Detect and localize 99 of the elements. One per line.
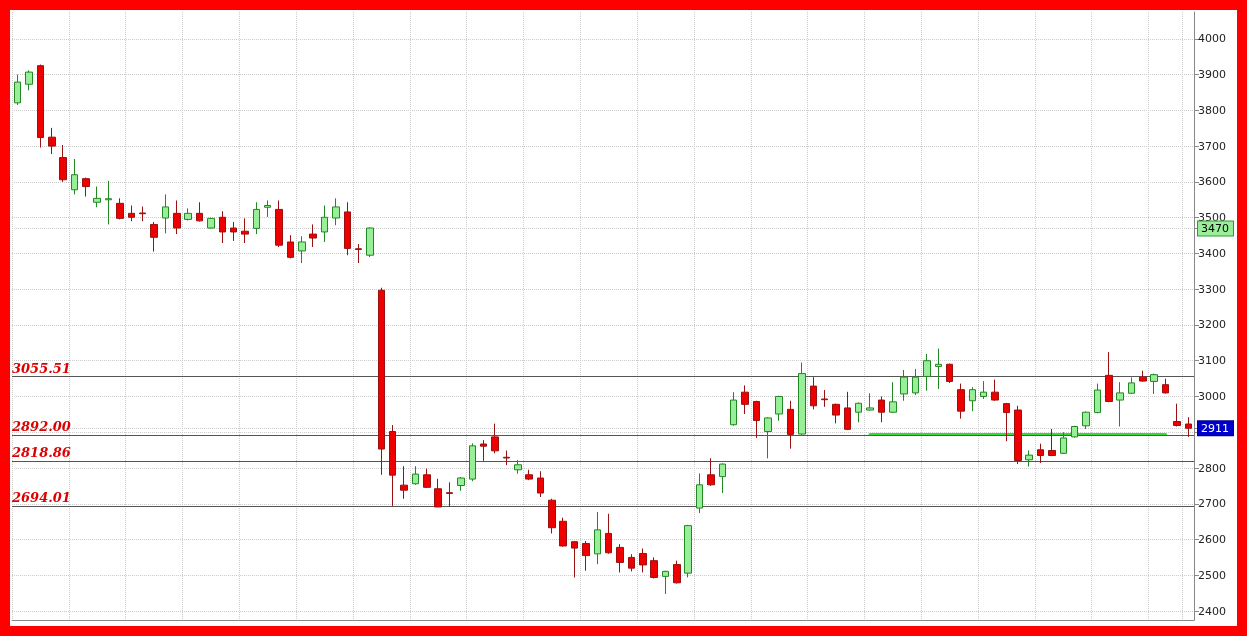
candlestick xyxy=(469,442,476,482)
candlestick xyxy=(616,543,624,573)
candlestick xyxy=(264,199,271,218)
y-tick-label: 3400 xyxy=(1198,246,1227,260)
candlestick xyxy=(480,439,487,462)
ref-line-label: 3055.51 xyxy=(12,360,71,376)
candlestick xyxy=(287,234,294,259)
y-tick-label: 3000 xyxy=(1198,389,1227,403)
candlestick xyxy=(14,74,21,106)
candlestick xyxy=(1003,402,1010,442)
y-tick-label: 3500 xyxy=(1198,211,1227,225)
y-tick-label: 2911 xyxy=(1201,422,1230,436)
candlestick xyxy=(344,201,351,256)
y-tick-label: 2800 xyxy=(1198,461,1227,475)
candlestick xyxy=(230,221,237,242)
candlestick xyxy=(673,560,681,585)
candlestick xyxy=(639,547,647,573)
candlestick xyxy=(400,465,408,500)
candlestick xyxy=(730,391,737,427)
candlestick xyxy=(25,69,33,91)
candlestick xyxy=(434,478,442,508)
candlestick xyxy=(1060,431,1067,455)
ref-line-label: 2694.01 xyxy=(11,489,71,505)
candlestick xyxy=(991,379,999,402)
candlestick xyxy=(832,403,840,424)
y-tick-label: 4000 xyxy=(1198,32,1227,46)
candlestick xyxy=(571,540,578,578)
candlestick xyxy=(275,199,283,248)
candlestick xyxy=(423,468,431,489)
candlestick xyxy=(207,217,215,230)
candlestick xyxy=(559,517,567,548)
candlestick xyxy=(628,553,635,572)
candlestick xyxy=(196,201,203,223)
candlestick xyxy=(1173,403,1181,428)
candlestick xyxy=(71,158,78,195)
candlestick xyxy=(366,226,374,258)
candlestick xyxy=(753,400,760,439)
candlestick xyxy=(525,469,533,481)
candlestick xyxy=(378,287,385,476)
candlestick xyxy=(1116,381,1124,428)
candlestick xyxy=(684,524,692,578)
candlestick xyxy=(889,381,897,414)
candlestick xyxy=(1185,416,1192,438)
candlestick xyxy=(696,472,703,514)
y-tick-label: 3470 xyxy=(1201,222,1230,236)
ref-line-label: 2892.00 xyxy=(11,419,71,435)
candlestick xyxy=(912,368,919,396)
y-tick-label: 3800 xyxy=(1198,103,1227,117)
candlestick xyxy=(139,206,146,222)
y-tick-label: 3600 xyxy=(1198,175,1227,189)
y-tick-label: 2600 xyxy=(1198,533,1227,547)
candlestick xyxy=(128,204,135,222)
candlestick xyxy=(582,540,590,572)
candlestick xyxy=(798,361,806,436)
candlestick xyxy=(741,384,749,415)
y-tick-label: 3700 xyxy=(1198,139,1227,153)
candlestick xyxy=(116,197,124,220)
candlestick xyxy=(1139,370,1147,383)
candlestick xyxy=(93,186,101,208)
ref-line-label: 2818.86 xyxy=(11,445,71,461)
candlestick xyxy=(787,400,794,450)
candlestick xyxy=(253,201,260,235)
candlestick xyxy=(1105,351,1113,403)
candlestick xyxy=(662,570,669,595)
candlestick xyxy=(980,380,987,400)
candlestick xyxy=(594,511,601,565)
y-tick-label: 2500 xyxy=(1198,568,1227,582)
candlestick xyxy=(389,424,396,507)
candlestick xyxy=(946,363,953,384)
candlestick xyxy=(1082,410,1090,430)
y-tick-label: 3100 xyxy=(1198,354,1227,368)
candlestick xyxy=(1071,425,1078,439)
candlestick xyxy=(719,462,726,494)
candlestick xyxy=(605,513,612,555)
candlestick xyxy=(446,481,453,508)
candlestick xyxy=(935,348,942,390)
candlestick xyxy=(332,197,340,226)
y-tick-label: 2700 xyxy=(1198,497,1227,511)
candlestick xyxy=(1094,383,1101,414)
candlestick xyxy=(1014,405,1022,465)
candlestick xyxy=(503,449,510,466)
candlestick xyxy=(162,193,169,234)
candlestick xyxy=(48,127,56,155)
y-tick-label: 2400 xyxy=(1198,604,1227,618)
candlestick xyxy=(184,207,192,222)
candlestick xyxy=(1037,443,1044,464)
candlestick xyxy=(969,386,976,412)
candlestick xyxy=(548,498,556,534)
candlestick xyxy=(866,392,874,412)
candlestick xyxy=(514,459,522,475)
candlestick xyxy=(707,457,715,487)
candlestick xyxy=(219,210,226,244)
candlestick xyxy=(1150,373,1158,395)
candlestick xyxy=(957,383,965,420)
candlestick xyxy=(923,353,931,392)
candlestick xyxy=(1025,449,1033,468)
candlestick xyxy=(241,217,249,244)
candlestick xyxy=(309,223,317,248)
candlestick xyxy=(900,369,908,402)
